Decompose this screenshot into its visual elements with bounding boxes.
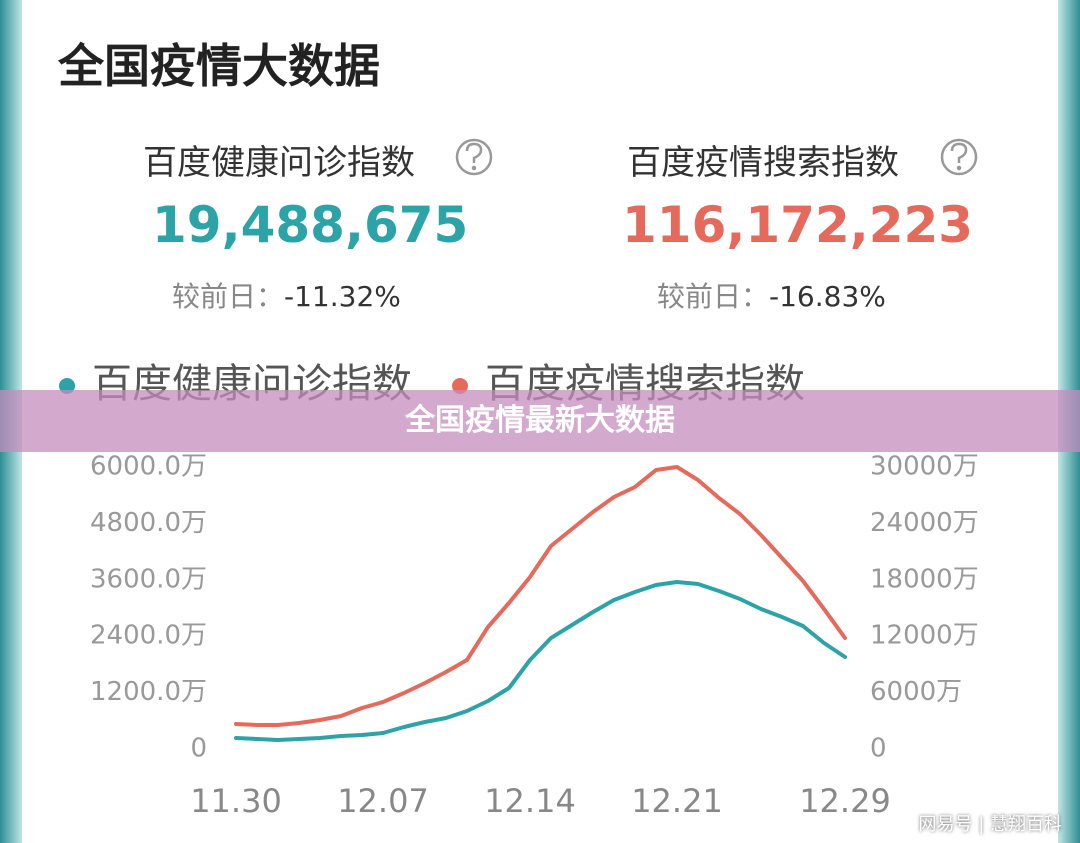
y2-tick-label: 6000万	[870, 677, 962, 707]
x-tick-label: 12.14	[484, 782, 576, 820]
x-tick-label: 12.29	[799, 782, 891, 820]
y-tick-label: 4800.0万	[90, 508, 207, 538]
x-tick-label: 12.07	[337, 782, 429, 820]
x-tick-label: 11.30	[190, 782, 282, 820]
y2-tick-label: 18000万	[870, 564, 979, 594]
stat-change: 较前日：-16.83%	[657, 275, 886, 315]
watermark-author: 慧翔百科	[990, 814, 1062, 835]
stat-value: 19,488,675	[152, 196, 469, 254]
change-label: 较前日：	[172, 280, 285, 313]
banner	[0, 390, 1080, 452]
stat-value: 116,172,223	[622, 196, 974, 254]
watermark-source: 网易号	[918, 814, 973, 835]
series-line	[234, 465, 847, 727]
y-tick-label: 0	[190, 734, 207, 764]
y-tick-label: 3600.0万	[90, 564, 207, 594]
y2-tick-label: 24000万	[870, 508, 979, 538]
title: 全国疫情大数据	[58, 39, 380, 93]
y-tick-label: 1200.0万	[90, 677, 207, 707]
y2-tick-label: 30000万	[870, 452, 979, 482]
series-line	[234, 580, 847, 742]
y2-tick-label: 12000万	[870, 621, 979, 651]
stat-label: 百度健康问诊指数	[143, 143, 415, 183]
change-value: -16.83%	[769, 280, 886, 313]
y-tick-label: 6000.0万	[90, 452, 207, 482]
y2-tick-label: 0	[870, 734, 887, 764]
change-label: 较前日：	[657, 280, 770, 313]
change-value: -11.32%	[284, 280, 401, 313]
stat-change: 较前日：-11.32%	[172, 275, 401, 315]
x-tick-label: 12.21	[631, 782, 723, 820]
y-tick-label: 2400.0万	[90, 621, 207, 651]
banner-text: 全国疫情最新大数据	[405, 403, 675, 438]
stat-label: 百度疫情搜索指数	[627, 143, 899, 183]
watermark: 网易号 | 慧翔百科	[918, 814, 1062, 835]
